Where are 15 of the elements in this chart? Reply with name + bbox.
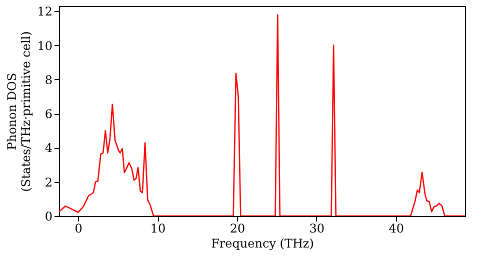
- x-tick-label: 20: [230, 222, 246, 236]
- x-tick-label: 0: [74, 222, 82, 236]
- x-axis-title: Frequency (THz): [211, 236, 314, 250]
- y-tick-label: 0: [44, 210, 52, 224]
- x-tick-label: 10: [150, 222, 166, 236]
- x-tick-label: 30: [309, 222, 325, 236]
- y-tick-label: 2: [44, 175, 52, 190]
- x-tick-label: 40: [388, 222, 404, 236]
- line-series: [59, 14, 465, 216]
- y-axis-title: Phonon DOS (States/THz·primitive cell): [5, 31, 34, 192]
- y-tick-label: 8: [44, 72, 52, 87]
- y-tick-label: 12: [37, 4, 52, 19]
- y-tick-label: 4: [44, 141, 53, 156]
- y-tick-label: 10: [37, 38, 52, 53]
- y-tick-label: 6: [44, 107, 52, 122]
